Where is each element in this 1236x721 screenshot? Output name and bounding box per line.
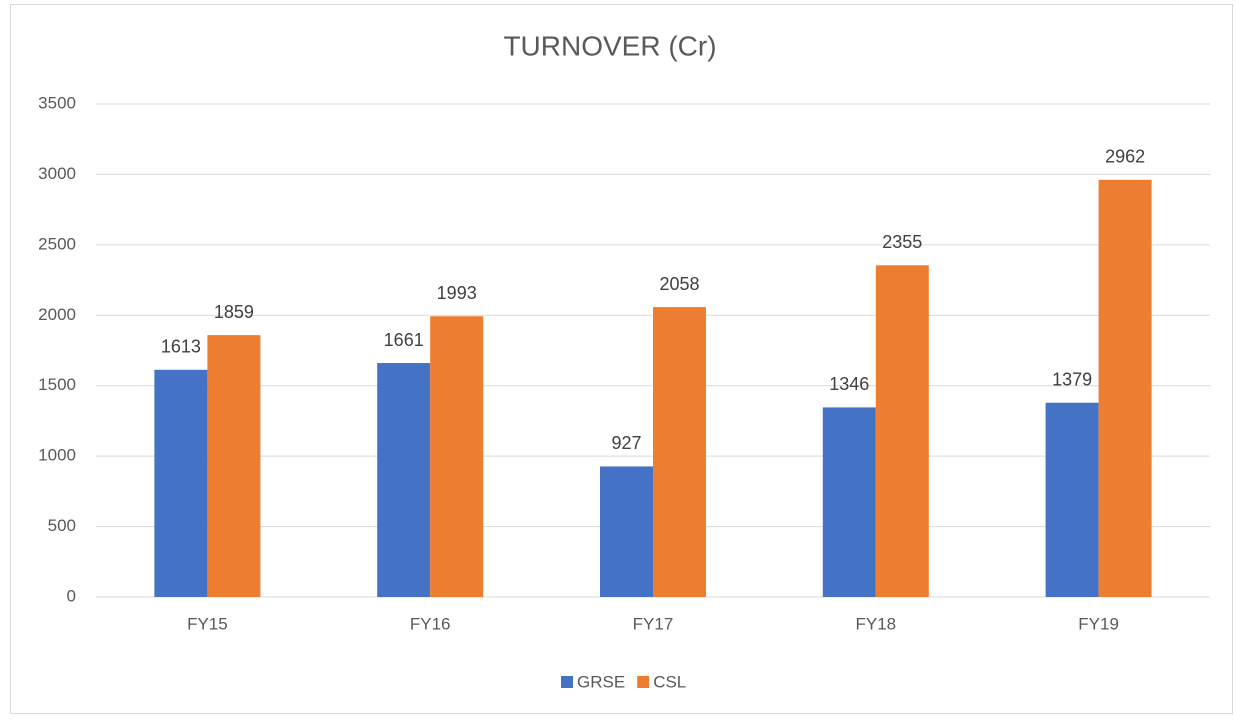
x-tick-label: FY15 — [187, 614, 228, 633]
x-tick-label: FY17 — [633, 614, 674, 633]
legend-swatch — [637, 676, 650, 688]
legend-label: GRSE — [577, 672, 625, 691]
data-label: 2962 — [1105, 147, 1145, 167]
chart-border — [10, 4, 1233, 714]
y-tick-label: 0 — [67, 586, 76, 605]
data-label: 1661 — [384, 330, 424, 350]
bar — [875, 265, 929, 597]
y-tick-label: 2500 — [38, 234, 76, 253]
bar — [154, 369, 208, 597]
legend-swatch — [561, 676, 573, 688]
data-label: 2355 — [882, 232, 922, 252]
y-tick-label: 1000 — [38, 446, 76, 465]
legend-label: CSL — [653, 672, 686, 691]
bar — [377, 363, 431, 597]
chart-title: TURNOVER (Cr) — [503, 30, 716, 61]
data-label: 1993 — [437, 283, 477, 303]
y-tick-label: 2000 — [38, 305, 76, 324]
bar — [600, 466, 653, 597]
data-label: 2058 — [659, 274, 699, 294]
bar — [430, 316, 484, 597]
y-tick-label: 500 — [48, 516, 76, 535]
bar — [1045, 402, 1099, 597]
y-tick-label: 3500 — [38, 93, 76, 112]
data-label: 927 — [611, 433, 641, 453]
bar — [653, 307, 706, 597]
bar — [822, 407, 876, 597]
data-label: 1379 — [1052, 370, 1092, 390]
data-label: 1346 — [829, 374, 869, 394]
data-label: 1859 — [214, 302, 254, 322]
bar — [207, 335, 261, 597]
x-tick-label: FY18 — [855, 614, 896, 633]
y-tick-label: 3000 — [38, 164, 76, 183]
data-label: 1613 — [161, 337, 201, 357]
bar — [1098, 179, 1152, 598]
y-tick-label: 1500 — [38, 375, 76, 394]
x-tick-label: FY16 — [410, 614, 451, 633]
x-tick-label: FY19 — [1078, 614, 1119, 633]
